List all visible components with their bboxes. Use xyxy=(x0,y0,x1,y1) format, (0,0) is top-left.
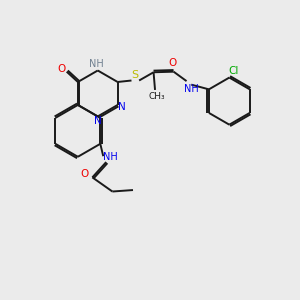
Text: N: N xyxy=(94,116,102,126)
Text: O: O xyxy=(57,64,65,74)
Text: S: S xyxy=(132,70,139,80)
Text: NH: NH xyxy=(103,152,118,162)
Text: NH: NH xyxy=(184,84,199,94)
Text: O: O xyxy=(169,58,177,68)
Text: N: N xyxy=(118,102,126,112)
Text: Cl: Cl xyxy=(228,66,239,76)
Text: NH: NH xyxy=(88,59,104,69)
Text: O: O xyxy=(80,169,88,179)
Text: CH₃: CH₃ xyxy=(148,92,165,101)
